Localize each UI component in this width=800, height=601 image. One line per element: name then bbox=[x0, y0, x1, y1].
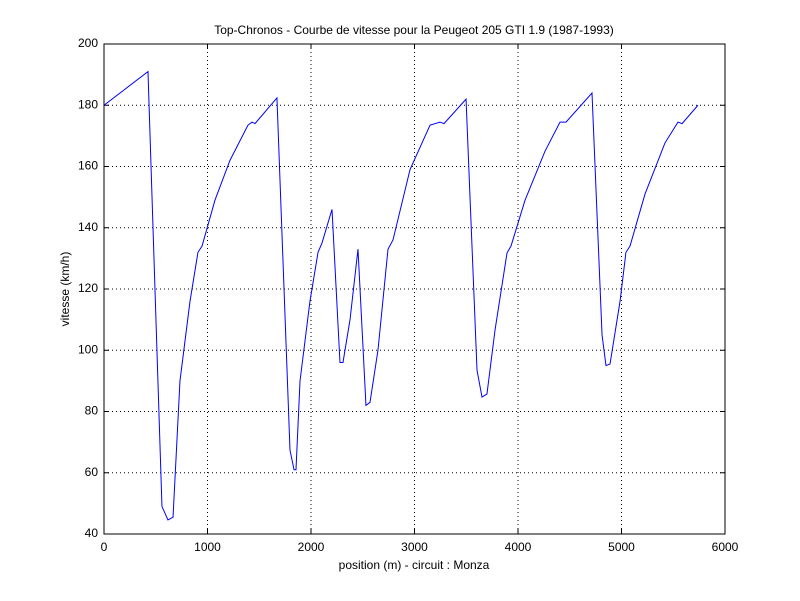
y-tick-label: 140 bbox=[78, 220, 98, 234]
y-tick-label: 200 bbox=[78, 36, 98, 50]
x-tick-label: 6000 bbox=[712, 540, 739, 554]
y-tick-label: 80 bbox=[85, 404, 99, 418]
chart-title: Top-Chronos - Courbe de vitesse pour la … bbox=[214, 23, 614, 37]
x-tick-label: 3000 bbox=[401, 540, 428, 554]
y-tick-label: 60 bbox=[85, 465, 99, 479]
x-tick-label: 0 bbox=[101, 540, 108, 554]
x-tick-label: 2000 bbox=[298, 540, 325, 554]
y-tick-label: 160 bbox=[78, 159, 98, 173]
y-tick-label: 120 bbox=[78, 281, 98, 295]
x-tick-label: 4000 bbox=[505, 540, 532, 554]
y-tick-label: 180 bbox=[78, 97, 98, 111]
plot-frame bbox=[103, 43, 726, 535]
x-axis-label: position (m) - circuit : Monza bbox=[339, 558, 490, 572]
y-axis-label: vitesse (km/h) bbox=[58, 252, 72, 327]
y-tick-label: 40 bbox=[85, 526, 99, 540]
x-tick-label: 1000 bbox=[194, 540, 221, 554]
y-tick-label: 100 bbox=[78, 342, 98, 356]
data-line bbox=[103, 70, 699, 521]
x-tick-label: 5000 bbox=[608, 540, 635, 554]
